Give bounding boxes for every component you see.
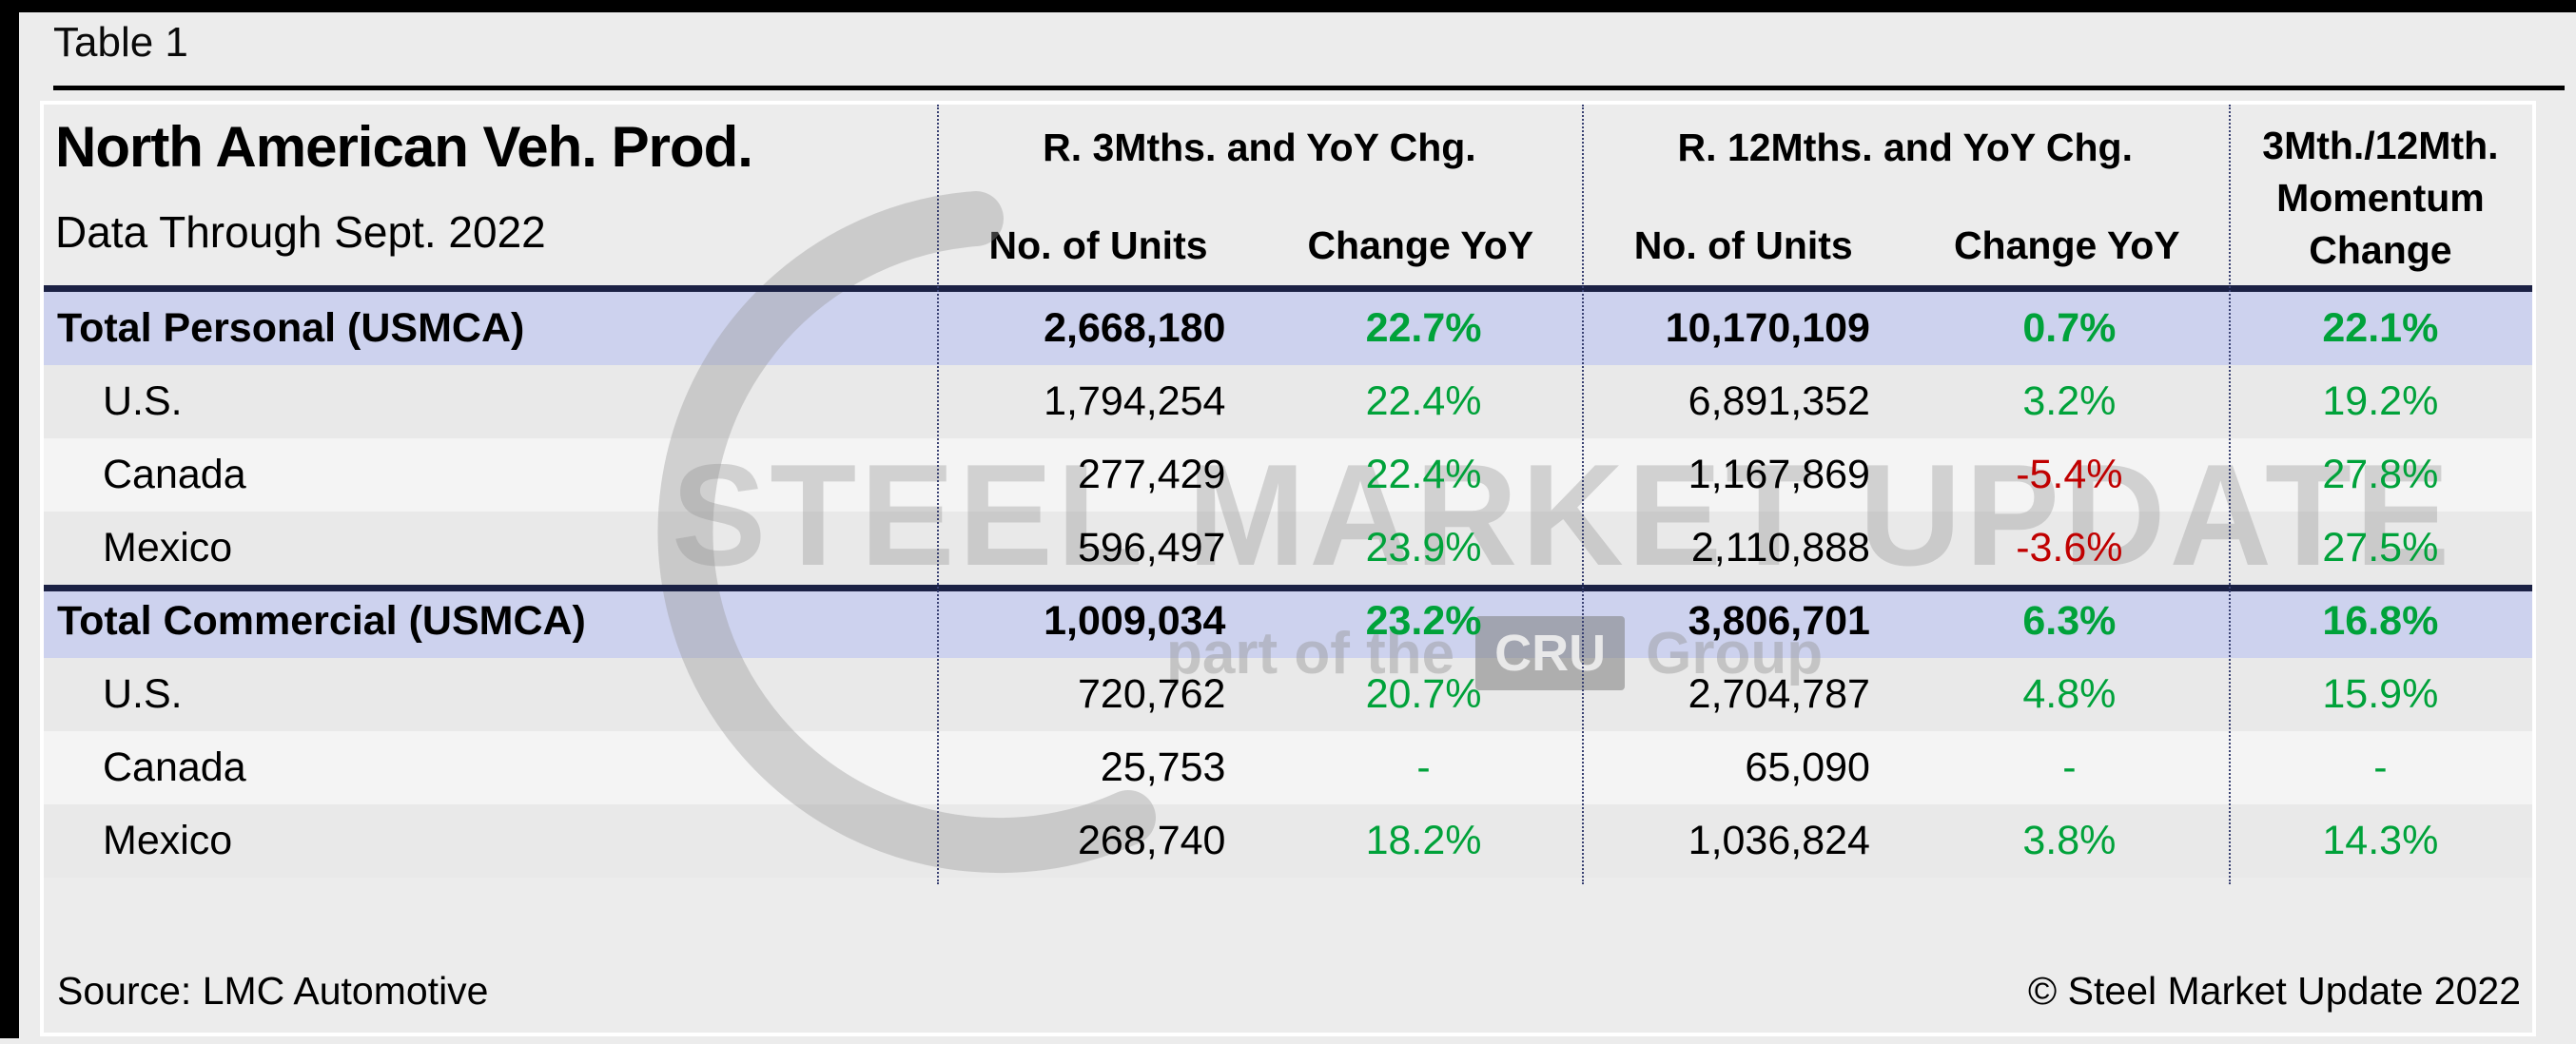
column-separator-2 [1581,105,1584,884]
group-3m-units-header: No. of Units [988,223,1208,267]
change-12m-cell: 3.8% [2022,818,2117,863]
change-12m-cell: -3.6% [2016,525,2123,570]
table-row: Mexico 268,740 18.2% 1,036,824 3.8% 14.3% [44,804,2532,878]
change-3m-cell: - [1416,744,1431,790]
units-3m-cell: 2,668,180 [1044,305,1226,351]
column-group-12m: R. 12Mths. and YoY Chg. No. of Units Cha… [1582,105,2229,285]
column-group-momentum: 3Mth./12Mth. Momentum Change [2229,105,2532,285]
table-row: Total Commercial (USMCA) 1,009,034 23.2% 3,… [44,585,2532,658]
momentum-cell: 27.8% [2322,452,2439,497]
group-3m-title: R. 3Mths. and YoY Chg. [1043,126,1476,169]
copyright-note: © Steel Market Update 2022 [2028,969,2521,1013]
row-label: Total Personal (USMCA) [57,305,525,351]
momentum-cell: 27.5% [2322,525,2439,570]
column-separator-1 [937,105,940,884]
row-label: U.S. [103,378,183,424]
momentum-cell: - [2373,744,2388,790]
group-12m-change-header: Change YoY [1953,223,2180,267]
change-3m-cell: 22.4% [1365,378,1482,424]
change-3m-cell: 23.9% [1365,525,1482,570]
title-block: North American Veh. Prod. Data Through S… [55,114,753,258]
column-group-3m: R. 3Mths. and YoY Chg. No. of Units Chan… [937,105,1582,285]
units-12m-cell: 3,806,701 [1688,598,1870,644]
column-separator-3 [2228,105,2231,884]
group-12m-units-header: No. of Units [1633,223,1853,267]
units-12m-cell: 1,036,824 [1688,818,1870,863]
units-12m-cell: 2,110,888 [1690,525,1870,570]
momentum-header-line1: 3Mth./12Mth. [2262,124,2499,167]
group-12m-title: R. 12Mths. and YoY Chg. [1677,126,2133,169]
section-divider-line [44,585,2532,591]
table-row: Total Personal (USMCA) 2,668,180 22.7% 10,1… [44,292,2532,365]
units-3m-cell: 25,753 [1100,744,1226,790]
momentum-cell: 15.9% [2322,671,2439,717]
units-12m-cell: 10,170,109 [1665,305,1870,351]
table-row: Canada 25,753 - 65,090 - - [44,731,2532,804]
row-label: Canada [103,744,246,790]
header-divider-line [44,285,2532,292]
units-3m-cell: 596,497 [1078,525,1226,570]
units-3m-cell: 1,009,034 [1044,598,1226,644]
change-12m-cell: -5.4% [2016,452,2123,497]
row-label: Canada [103,452,246,497]
momentum-header-line2: Momentum [2276,176,2485,220]
change-12m-cell: - [2062,744,2077,790]
row-label: Total Commercial (USMCA) [57,598,586,644]
change-3m-cell: 22.7% [1365,305,1482,351]
table-title: North American Veh. Prod. [55,115,753,179]
table-header: North American Veh. Prod. Data Through S… [44,105,2532,285]
units-3m-cell: 268,740 [1078,818,1226,863]
table-subtitle: Data Through Sept. 2022 [55,207,546,257]
units-3m-cell: 720,762 [1078,671,1226,717]
change-3m-cell: 22.4% [1365,452,1482,497]
momentum-cell: 22.1% [2322,305,2439,351]
units-12m-cell: 6,891,352 [1688,378,1870,424]
figure-label-rule [53,86,2565,90]
source-note: Source: LMC Automotive [57,969,489,1013]
row-label: Mexico [103,818,233,863]
change-3m-cell: 18.2% [1365,818,1482,863]
group-3m-change-header: Change YoY [1307,223,1534,267]
units-3m-cell: 1,794,254 [1044,378,1226,424]
row-label: Mexico [103,525,233,570]
table-row: U.S. 1,794,254 22.4% 6,891,352 3.2% 19.2% [44,365,2532,438]
table-row: Mexico 596,497 23.9% 2,110,888 -3.6% 27.5% [44,512,2532,585]
change-12m-cell: 4.8% [2022,671,2117,717]
change-12m-cell: 6.3% [2022,598,2117,644]
change-12m-cell: 3.2% [2022,378,2117,424]
momentum-header-line3: Change [2309,228,2452,272]
table-body: Total Personal (USMCA) 2,668,180 22.7% 10,1… [44,292,2532,878]
momentum-cell: 16.8% [2322,598,2439,644]
figure-label: Table 1 [53,19,188,66]
change-3m-cell: 20.7% [1365,671,1482,717]
momentum-cell: 19.2% [2322,378,2439,424]
frame-top-bar [0,0,2576,12]
change-3m-cell: 23.2% [1365,598,1482,644]
momentum-cell: 14.3% [2322,818,2439,863]
table-row: Canada 277,429 22.4% 1,167,869 -5.4% 27.8% [44,438,2532,512]
change-12m-cell: 0.7% [2022,305,2117,351]
units-12m-cell: 65,090 [1745,744,1870,790]
frame-left-bar [0,0,19,1038]
units-3m-cell: 277,429 [1078,452,1226,497]
units-12m-cell: 2,704,787 [1688,671,1870,717]
row-label: U.S. [103,671,183,717]
units-12m-cell: 1,167,869 [1688,452,1870,497]
table-card: STEEL MARKET UPDATE part of the CRU Grou… [40,101,2536,1036]
table-row: U.S. 720,762 20.7% 2,704,787 4.8% 15.9% [44,658,2532,731]
